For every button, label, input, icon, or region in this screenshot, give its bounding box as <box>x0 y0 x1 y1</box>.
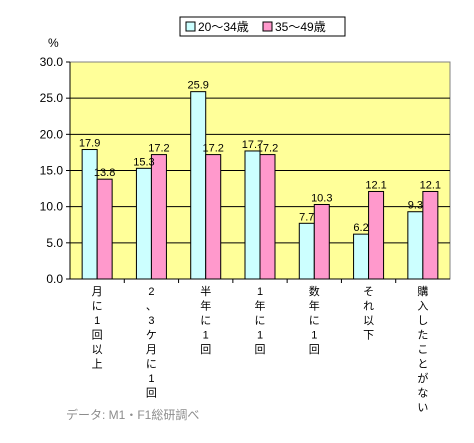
category-label-char: 以 <box>92 344 103 356</box>
category-label-char: い <box>417 402 428 414</box>
data-label: 10.3 <box>311 192 332 204</box>
category-label-char: 上 <box>92 358 103 371</box>
category-label-char: 月 <box>92 286 103 298</box>
y-unit-label: % <box>48 36 59 50</box>
category-label-char: 2 <box>148 286 154 298</box>
category-labels: 月に1回以上2、3ケ月に1回半年に1回1年に1回数年に1回それ以下購入したことが… <box>92 279 428 414</box>
data-label: 12.1 <box>365 179 386 191</box>
category-label-char: 1 <box>203 330 209 342</box>
y-tick-label: 20.0 <box>40 127 64 141</box>
bar-35-49 <box>96 178 113 280</box>
data-label: 17.9 <box>79 138 100 150</box>
category-label-char: 入 <box>417 301 428 313</box>
category-label-char: 1 <box>311 330 317 342</box>
legend-swatch-20-34 <box>185 21 196 32</box>
data-label: 15.3 <box>133 156 154 168</box>
category-label-char: 以 <box>363 315 374 327</box>
category-label-char: 1 <box>94 315 100 327</box>
category-label-char: た <box>417 329 428 342</box>
category-label-char: し <box>417 314 428 327</box>
category-label-char: 年 <box>255 299 266 313</box>
data-label: 17.2 <box>203 143 224 155</box>
category-label-char: 月 <box>146 344 157 356</box>
y-tick-label: 5.0 <box>46 236 63 250</box>
bar-35-49 <box>150 154 167 280</box>
bar-20-34 <box>353 233 370 280</box>
category-label-char: 3 <box>148 315 154 327</box>
category-label-char: に <box>309 315 320 327</box>
bar-35-49 <box>368 190 385 280</box>
category-label-char: こ <box>417 344 428 356</box>
category-label-char: に <box>255 315 266 327</box>
legend-swatch-35-49 <box>262 21 273 32</box>
bar-35-49 <box>205 154 222 280</box>
y-tick-label: 25.0 <box>40 91 64 105</box>
legend-label-20-34: 20～34歳 <box>198 20 249 34</box>
legend: 20～34歳 35～49歳 <box>179 16 346 37</box>
y-tick-label: 0.0 <box>46 272 63 286</box>
category-label-char: 1 <box>257 330 263 342</box>
y-tick-label: 30.0 <box>40 55 64 69</box>
category-label-char: ケ <box>146 329 157 342</box>
category-label-char: が <box>417 371 428 385</box>
bar-20-34 <box>135 167 152 280</box>
category-label-char: 回 <box>92 329 103 342</box>
bar-35-49 <box>313 203 330 280</box>
y-axis-ticks: 0.0 5.0 10.0 15.0 20.0 25.0 30.0 <box>40 55 70 286</box>
legend-label-35-49: 35～49歳 <box>275 20 326 34</box>
category-label-char: に <box>146 359 157 371</box>
category-label-char: 1 <box>257 286 263 298</box>
category-label-char: 回 <box>200 343 211 356</box>
bar-35-49 <box>422 190 439 280</box>
category-label-char: 下 <box>363 330 374 342</box>
category-label-char: 回 <box>309 343 320 356</box>
value-labels: 17.913.815.317.225.917.2 17.717.27.710.36… <box>79 80 441 234</box>
category-label-char: 数 <box>309 285 320 298</box>
bar-35-49 <box>259 154 276 280</box>
category-label-char: 1 <box>148 373 154 385</box>
category-label-char: 回 <box>255 343 266 356</box>
data-label: 17.7 <box>242 139 263 151</box>
data-label: 6.2 <box>353 222 368 234</box>
data-label: 13.8 <box>94 167 115 179</box>
category-label-char: な <box>417 387 428 400</box>
category-label-char: 購 <box>417 284 428 298</box>
category-label-char: 年 <box>200 299 211 313</box>
bars <box>81 91 439 280</box>
category-label-char: そ <box>363 285 374 298</box>
data-label: 7.7 <box>299 211 314 223</box>
data-label: 17.2 <box>148 143 169 155</box>
bar-20-34 <box>298 222 315 280</box>
category-label-char: 年 <box>309 299 320 313</box>
category-label-char: 半 <box>200 284 211 298</box>
category-label-char: と <box>417 358 428 371</box>
category-label-char: に <box>92 301 103 313</box>
category-label-char: に <box>200 315 211 327</box>
data-label: 25.9 <box>188 80 209 92</box>
data-label: 17.2 <box>257 143 278 155</box>
bar-20-34 <box>244 150 261 280</box>
data-label: 12.1 <box>420 179 441 191</box>
bar-20-34 <box>190 91 207 280</box>
category-label-char: れ <box>363 300 374 313</box>
source-note: データ: M1・F1総研調べ <box>66 408 200 422</box>
y-tick-label: 10.0 <box>40 200 64 214</box>
category-label-char: 、 <box>146 301 157 313</box>
bar-20-34 <box>407 211 424 280</box>
y-tick-label: 15.0 <box>40 164 64 178</box>
category-label-char: 回 <box>146 387 157 400</box>
data-label: 9.3 <box>408 200 423 212</box>
